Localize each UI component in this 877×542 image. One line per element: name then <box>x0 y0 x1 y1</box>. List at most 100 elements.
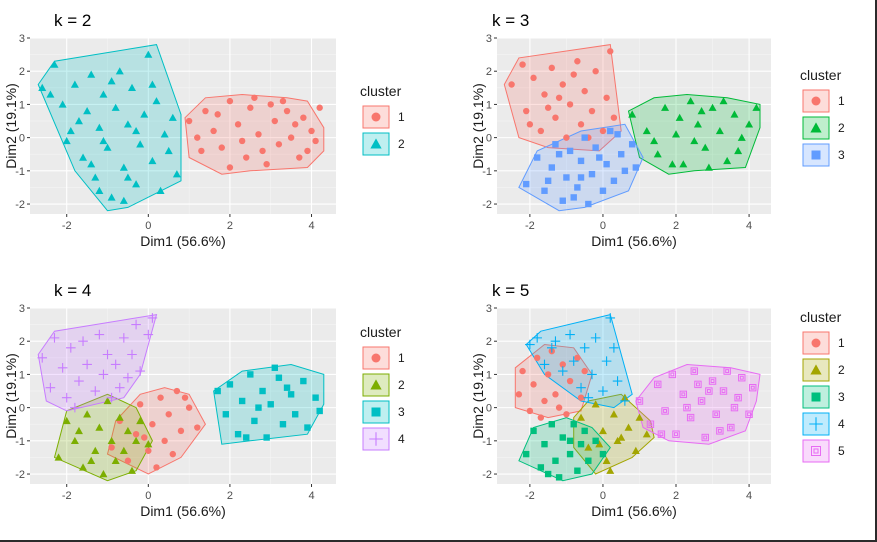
cluster-3-points <box>523 127 640 208</box>
data-point <box>581 367 588 375</box>
cluster-2-points <box>38 50 181 204</box>
cluster-2-hull <box>627 93 761 175</box>
legend-label: 3 <box>838 148 845 162</box>
data-point <box>738 374 746 382</box>
data-point <box>91 446 100 454</box>
data-point <box>300 114 307 121</box>
legend-symbol <box>810 122 822 133</box>
data-point <box>95 123 104 131</box>
data-point <box>279 97 287 105</box>
data-point <box>715 126 724 135</box>
data-point <box>541 397 548 405</box>
y-tick-label: 1 <box>486 99 492 111</box>
data-point <box>141 434 148 441</box>
data-point <box>66 126 75 135</box>
cluster-2-points <box>54 396 153 478</box>
legend-symbol <box>811 392 821 402</box>
legend-symbol <box>810 364 822 375</box>
data-point <box>519 61 526 68</box>
data-point <box>102 349 113 360</box>
data-point <box>243 434 250 441</box>
data-point <box>555 474 563 481</box>
data-point <box>172 170 181 178</box>
data-point <box>592 437 599 445</box>
data-point <box>132 436 141 445</box>
data-point <box>609 410 618 418</box>
data-point <box>128 83 136 92</box>
data-point <box>606 466 615 474</box>
data-point <box>708 103 717 111</box>
data-point <box>119 333 129 343</box>
data-point <box>185 404 193 411</box>
data-point <box>592 68 599 75</box>
x-axis-label: Dim1 (56.6%) <box>591 503 677 519</box>
data-point <box>583 392 594 403</box>
data-point <box>238 137 246 145</box>
data-point <box>287 134 295 141</box>
data-point <box>683 403 691 412</box>
data-point <box>136 140 145 148</box>
data-point <box>563 411 570 418</box>
y-tick-label: -2 <box>15 469 25 481</box>
data-point <box>552 457 559 464</box>
data-point <box>226 381 234 388</box>
legend-label: 2 <box>838 363 845 377</box>
y-tick-label: -1 <box>482 436 492 448</box>
data-point <box>316 104 323 111</box>
data-point <box>708 377 717 385</box>
x-tick-label: 0 <box>600 220 606 232</box>
data-point <box>91 173 100 181</box>
data-point <box>123 120 132 128</box>
y-tick-label: 0 <box>19 403 25 415</box>
cluster-2-points <box>628 97 761 171</box>
data-point <box>557 366 568 376</box>
data-point <box>544 371 552 378</box>
data-point <box>601 356 612 366</box>
data-point <box>592 144 599 151</box>
legend-symbol <box>369 432 383 446</box>
data-point <box>57 362 68 373</box>
data-point <box>66 343 76 353</box>
data-point <box>177 427 185 435</box>
legend-symbol <box>370 138 382 149</box>
data-point <box>82 359 92 370</box>
cluster-4-hull <box>37 313 158 412</box>
data-point <box>705 387 713 395</box>
y-tick-label: 3 <box>19 33 25 45</box>
data-point <box>164 146 173 155</box>
data-point <box>628 141 636 148</box>
data-point <box>570 421 577 428</box>
data-point <box>610 114 618 121</box>
data-point <box>144 440 153 448</box>
data-point <box>114 382 125 393</box>
cluster-4-points <box>37 313 158 413</box>
data-point <box>283 384 291 391</box>
data-point <box>62 136 71 145</box>
data-point <box>46 90 55 98</box>
data-point <box>70 402 80 413</box>
data-point <box>609 343 619 353</box>
data-point <box>523 107 530 115</box>
data-point <box>214 387 221 395</box>
data-point <box>173 387 181 395</box>
legend-title: cluster <box>360 324 402 340</box>
data-point <box>552 391 559 398</box>
panel-title: k = 4 <box>54 281 91 300</box>
x-tick-label: 2 <box>227 490 233 502</box>
data-point <box>312 394 319 401</box>
data-point <box>50 60 59 68</box>
data-point <box>577 394 585 401</box>
legend: cluster 1 2 <box>360 83 405 156</box>
data-point <box>533 154 541 161</box>
cluster-1-hull <box>503 44 622 152</box>
panel-title: k = 2 <box>54 11 91 30</box>
legend-label: 2 <box>838 121 845 135</box>
panel-title: k = 5 <box>492 281 529 300</box>
data-point <box>537 464 545 471</box>
data-point <box>675 113 684 121</box>
data-point <box>107 436 116 445</box>
data-point <box>119 196 128 204</box>
cluster-1-points <box>185 94 323 171</box>
data-point <box>614 131 621 138</box>
legend-title: cluster <box>800 309 842 325</box>
